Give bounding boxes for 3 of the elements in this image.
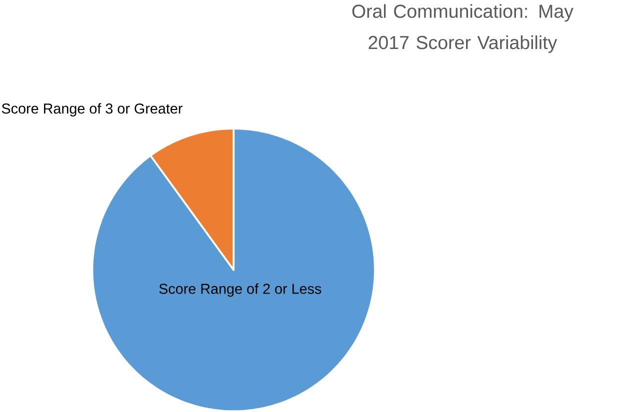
slice-label: Score Range of 2 or Less	[159, 283, 322, 297]
text: Oral Communication: May 2017 Scorer Variability	[352, 4, 574, 53]
slice-label: Score Range of 3 or Greater	[2, 103, 182, 116]
